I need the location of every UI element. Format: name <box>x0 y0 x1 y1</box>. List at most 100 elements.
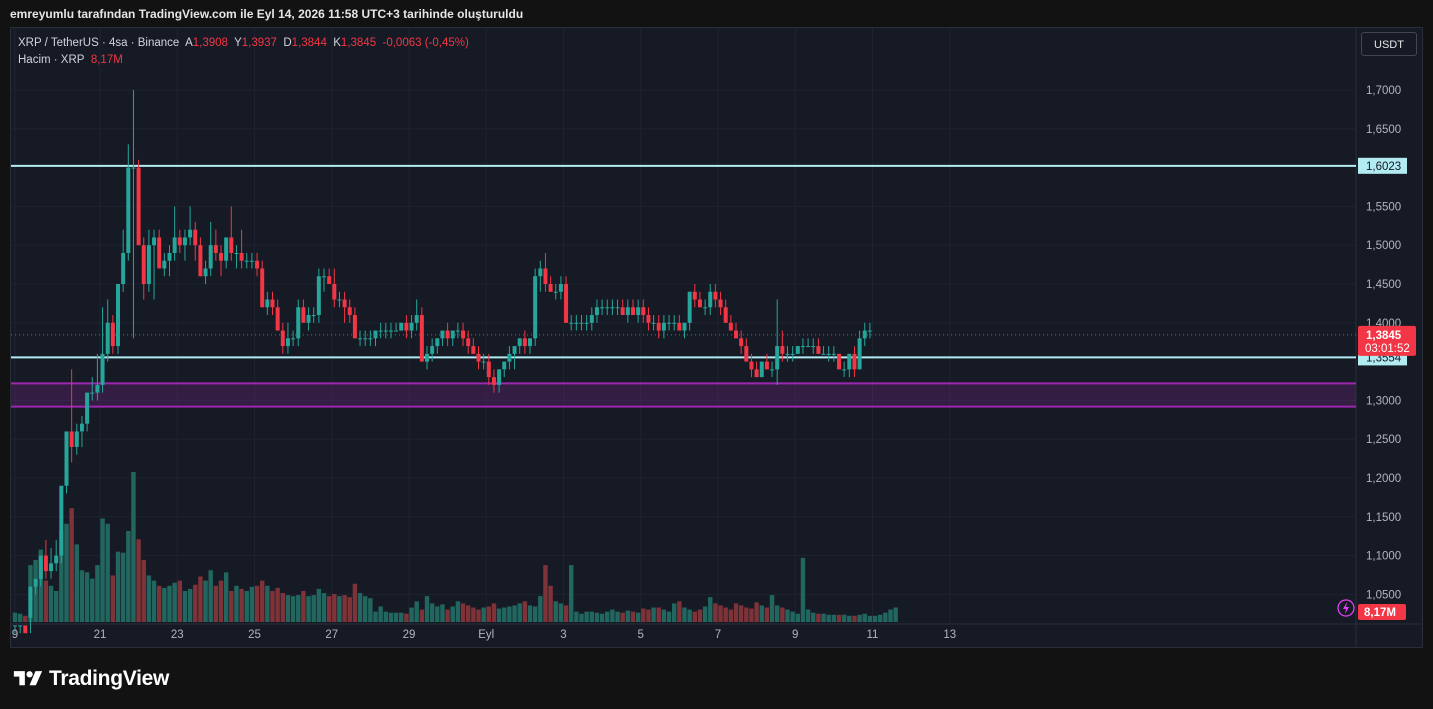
candle-body <box>476 353 481 362</box>
volume-bar <box>368 598 373 622</box>
candle-body <box>687 291 692 323</box>
candle-body <box>703 307 708 309</box>
volume-bar <box>610 609 615 622</box>
volume-bar <box>867 615 873 622</box>
candle-body <box>337 299 342 301</box>
volume-bar <box>785 609 790 622</box>
volume-bar <box>744 607 749 622</box>
volume-bar <box>723 607 728 622</box>
volume-bar <box>54 590 59 622</box>
volume-bar <box>244 590 249 622</box>
x-tick-label: 29 <box>403 629 416 641</box>
candle-body <box>255 260 260 269</box>
volume-bar <box>584 611 589 622</box>
volume-bar <box>177 580 182 622</box>
candle-body <box>775 346 780 370</box>
close-label: K <box>333 37 341 49</box>
high-label: Y <box>234 37 242 49</box>
volume-bar <box>193 584 198 622</box>
volume-bar <box>836 614 842 622</box>
zone-fill <box>11 383 1356 407</box>
volume-bar <box>167 585 172 622</box>
candle-body <box>79 423 84 432</box>
volume-bar <box>651 607 656 622</box>
volume-bar <box>157 585 162 622</box>
candle-body <box>54 555 59 564</box>
candle-body <box>440 330 445 339</box>
candle-body <box>780 346 785 354</box>
volume-bar <box>615 611 620 622</box>
volume-bar <box>811 612 816 622</box>
volume-bar <box>805 609 811 622</box>
volume-bar <box>883 612 888 622</box>
volume-bar <box>754 602 759 622</box>
candle-body <box>38 555 43 579</box>
candle-body <box>347 307 352 316</box>
volume-bar <box>532 606 538 622</box>
candle-body <box>641 307 646 316</box>
candle-body <box>18 625 23 627</box>
low-value: 1,3844 <box>291 37 327 49</box>
candle-body <box>831 353 836 355</box>
volume-label[interactable]: Hacim · XRP <box>18 54 85 66</box>
volume-bar <box>332 594 337 622</box>
x-tick-label: 5 <box>638 629 644 641</box>
volume-bar <box>574 611 579 622</box>
volume-bar <box>229 590 234 622</box>
currency-button[interactable]: USDT <box>1361 32 1417 56</box>
candle-body <box>275 307 280 331</box>
candle-body <box>234 252 239 254</box>
open-value: 1,3908 <box>192 37 228 49</box>
candle-body <box>615 307 620 309</box>
candle-body <box>600 307 605 309</box>
volume-bar <box>502 607 507 622</box>
candle-body <box>502 361 507 370</box>
candle-body <box>203 268 208 277</box>
candle-body <box>105 322 110 354</box>
candle-body <box>466 338 471 347</box>
volume-bar <box>569 565 574 622</box>
volume-bar <box>790 611 795 622</box>
volume-bar <box>486 606 491 622</box>
candle-body <box>821 353 826 355</box>
candle-body <box>23 625 28 634</box>
candle-body <box>569 322 574 324</box>
candle-body <box>857 338 862 370</box>
candle-body <box>110 322 115 347</box>
candle-body <box>625 307 630 316</box>
candle-body <box>13 625 17 627</box>
volume-bar <box>733 603 739 622</box>
volume-bar <box>162 587 167 622</box>
volume-bar <box>759 605 764 622</box>
candle-body <box>152 237 157 246</box>
candle-body <box>584 322 589 324</box>
volume-bar <box>697 609 703 622</box>
x-tick-label: 25 <box>248 629 261 641</box>
volume-bar <box>553 601 558 622</box>
volume-bar <box>661 609 667 622</box>
volume-bar <box>126 530 131 622</box>
candle-body <box>749 361 754 370</box>
volume-bar <box>466 605 471 622</box>
volume-bar <box>507 606 512 622</box>
candle-body <box>358 338 363 340</box>
candle-body <box>517 338 522 347</box>
y-tick-label: 1,0500 <box>1366 589 1401 601</box>
y-tick-label: 1,3000 <box>1366 395 1401 407</box>
y-tick-label: 1,2000 <box>1366 473 1401 485</box>
symbol-legend: XRP / TetherUS · 4sa · Binance A1,3908 Y… <box>18 35 469 69</box>
symbol-name[interactable]: XRP / TetherUS · 4sa · Binance <box>18 37 180 49</box>
candle-body <box>43 555 48 572</box>
x-tick-label: 13 <box>943 629 956 641</box>
candle-body <box>378 330 383 332</box>
candle-body <box>157 237 162 269</box>
y-tick-label: 1,6500 <box>1366 124 1401 136</box>
volume-bar <box>440 604 445 622</box>
candle-body <box>131 167 136 169</box>
volume-bar <box>563 605 569 622</box>
candle-body <box>419 315 424 362</box>
candle-body <box>579 322 584 324</box>
candle-body <box>49 563 54 572</box>
volume-bar <box>543 565 548 622</box>
